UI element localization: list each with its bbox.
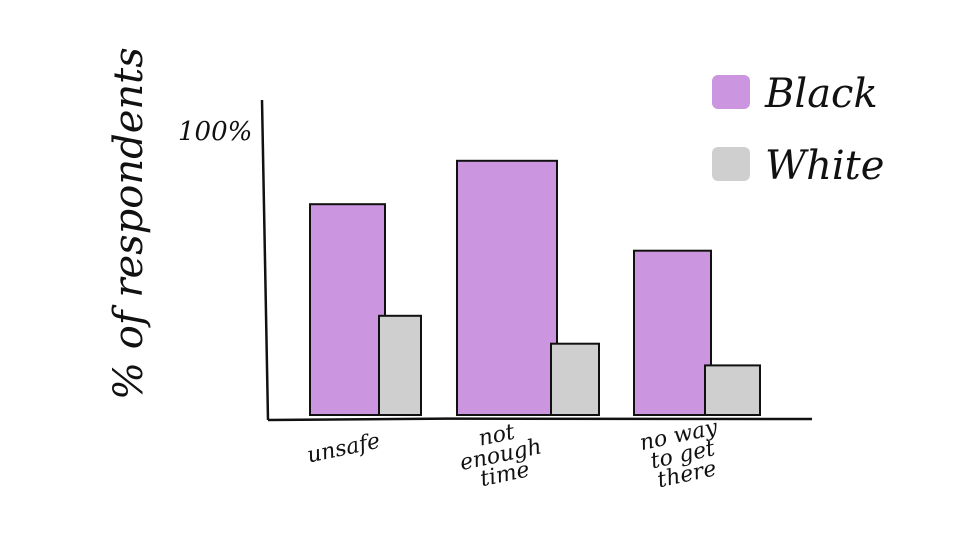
legend-label-black: Black bbox=[764, 71, 878, 117]
bar-white-1 bbox=[378, 314, 422, 416]
bars-layer bbox=[309, 159, 761, 417]
x-axis-line bbox=[267, 417, 813, 422]
x-tick-labels: unsafe notenoughtime no wayto getthere bbox=[305, 415, 729, 496]
x-tick-label-3: no wayto getthere bbox=[638, 415, 729, 495]
y-axis-line bbox=[260, 99, 270, 421]
legend: Black White bbox=[712, 71, 884, 189]
bar-white-2 bbox=[550, 342, 600, 417]
legend-swatch-black bbox=[712, 75, 750, 109]
bar-black-1 bbox=[309, 203, 386, 416]
bar-black-2 bbox=[456, 159, 558, 416]
legend-swatch-white bbox=[712, 147, 750, 181]
bar-black-3 bbox=[633, 249, 712, 416]
y-axis-label: % of respondents bbox=[106, 47, 152, 400]
x-tick-label-2: notenoughtime bbox=[454, 415, 549, 496]
legend-label-white: White bbox=[765, 143, 884, 189]
bar-white-3 bbox=[704, 364, 761, 416]
y-axis-max-label: 100% bbox=[178, 117, 252, 147]
x-tick-label-line: unsafe bbox=[305, 429, 382, 469]
x-tick-label-1: unsafe bbox=[305, 429, 382, 469]
